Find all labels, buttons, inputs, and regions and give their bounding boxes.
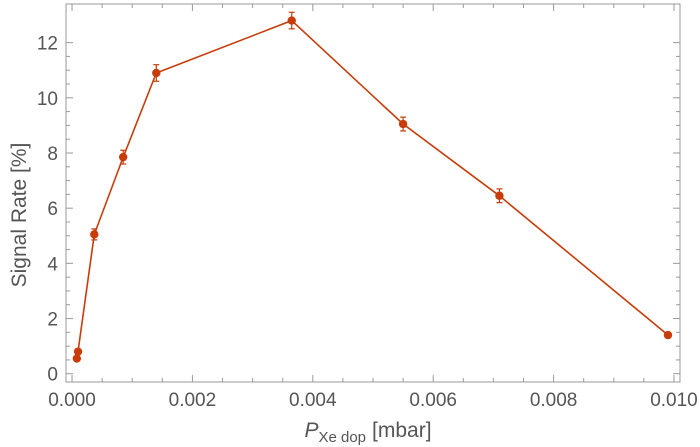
x-axis-label: PXe dop [mbar] xyxy=(304,419,431,446)
axes xyxy=(65,3,681,383)
y-tick-label: 0 xyxy=(47,365,58,386)
y-tick-label: 2 xyxy=(47,310,58,331)
series-line xyxy=(76,19,669,359)
x-tick-label: 0.008 xyxy=(530,390,578,411)
data-point xyxy=(72,354,82,363)
x-axis-label-unit: [mbar] xyxy=(372,419,432,442)
data-point xyxy=(152,68,161,78)
y-tick-label: 12 xyxy=(37,34,58,55)
plot-frame xyxy=(65,3,681,383)
x-tick-label: 0.000 xyxy=(48,390,96,411)
y-tick-label: 8 xyxy=(47,144,58,165)
x-tick-label: 0.004 xyxy=(289,390,337,411)
y-axis-label: Signal Rate [%] xyxy=(8,143,31,288)
data-point xyxy=(118,152,128,162)
data-point xyxy=(495,191,504,200)
data-point xyxy=(287,16,296,25)
x-tick-label: 0.010 xyxy=(650,390,698,411)
data-point xyxy=(90,230,99,239)
x-axis-label-subscript: Xe dop xyxy=(318,429,366,446)
y-tick-label: 6 xyxy=(47,199,58,220)
x-tick-label: 0.002 xyxy=(169,390,217,411)
data-point xyxy=(398,119,408,129)
data-point xyxy=(663,330,673,340)
x-axis-label-symbol: P xyxy=(304,419,318,442)
y-tick-label: 10 xyxy=(37,89,58,110)
y-tick-label: 4 xyxy=(47,254,58,275)
data-point xyxy=(73,347,83,356)
x-tick-label: 0.006 xyxy=(409,390,457,411)
ticks: 0.000 0.002 0.004 0.006 0.008 0.010 0 2 4 6 8 10 12 xyxy=(37,4,698,411)
data-series xyxy=(72,11,673,363)
